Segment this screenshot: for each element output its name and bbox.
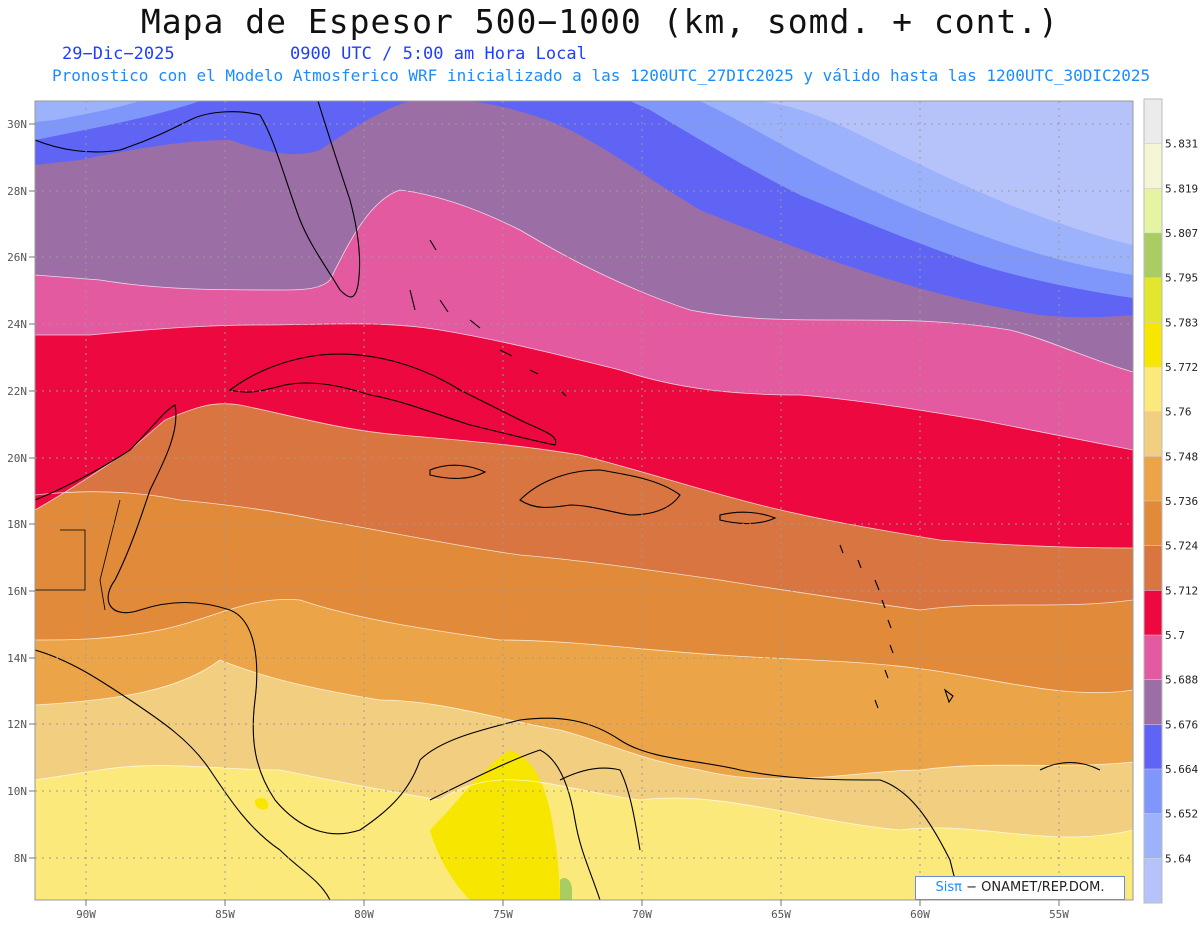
colorbar: 5.831 5.819 5.807 5.795 5.783 5.772 5.76 5.748 5… — [1143, 98, 1198, 904]
colorbar-swatch — [1144, 367, 1162, 413]
lon-labels: 90W 85W 80W 75W 70W 65W 60W 55W — [76, 908, 1069, 921]
lat-label: 16N — [7, 585, 27, 598]
thickness-field — [35, 101, 1133, 900]
colorbar-label: 5.7 — [1165, 629, 1185, 642]
lat-label: 22N — [7, 385, 27, 398]
colorbar-label: 5.807 — [1165, 227, 1198, 240]
colorbar-label: 5.76 — [1165, 406, 1192, 419]
lat-label: 30N — [7, 118, 27, 131]
map-frame — [34, 100, 1134, 901]
lat-labels: 30N 28N 26N 24N 22N 20N 18N 16N 14N 12N … — [7, 118, 27, 865]
colorbar-swatch — [1144, 813, 1162, 859]
colorbar-label: 5.819 — [1165, 182, 1198, 195]
colorbar-label: 5.736 — [1165, 495, 1198, 508]
lon-label: 65W — [771, 908, 791, 921]
lon-label: 70W — [632, 908, 652, 921]
sis-logo-text: Sisπ — [935, 880, 962, 895]
colorbar-swatch — [1144, 277, 1162, 323]
forecast-time: 0900 UTC / 5:00 am Hora Local — [290, 44, 587, 64]
colorbar-swatch — [1144, 858, 1162, 904]
colorbar-swatch — [1144, 188, 1162, 234]
lat-label: 8N — [14, 852, 27, 865]
colorbar-swatch — [1144, 456, 1162, 502]
colorbar-swatch — [1144, 411, 1162, 457]
colorbar-label: 5.831 — [1165, 138, 1198, 151]
graticule — [35, 101, 1133, 900]
colorbar-label: 5.664 — [1165, 763, 1198, 776]
lat-label: 24N — [7, 318, 27, 331]
colorbar-swatch — [1144, 769, 1162, 815]
colorbar-label: 5.652 — [1165, 808, 1198, 821]
colorbar-swatch — [1144, 322, 1162, 368]
lon-label: 90W — [76, 908, 96, 921]
lon-ticks — [85, 900, 1060, 906]
credit-text: − ONAMET/REP.DOM. — [961, 880, 1105, 895]
lat-label: 20N — [7, 452, 27, 465]
map-title: Mapa de Espesor 500−1000 (km, somd. + co… — [140, 2, 1060, 41]
colorbar-label: 5.712 — [1165, 584, 1198, 597]
colorbar-swatch — [1144, 143, 1162, 189]
lat-label: 12N — [7, 718, 27, 731]
lat-label: 28N — [7, 185, 27, 198]
colorbar-label: 5.772 — [1165, 361, 1198, 374]
colorbar-label: 5.724 — [1165, 540, 1198, 553]
colorbar-label: 5.795 — [1165, 272, 1198, 285]
colorbar-swatch — [1144, 501, 1162, 547]
colorbar-swatch — [1144, 724, 1162, 770]
lat-ticks — [29, 123, 35, 859]
colorbar-swatch — [1144, 99, 1162, 145]
colorbar-swatch — [1144, 635, 1162, 681]
lon-label: 75W — [493, 908, 513, 921]
lat-label: 18N — [7, 518, 27, 531]
colorbar-swatch — [1144, 590, 1162, 636]
lon-label: 60W — [910, 908, 930, 921]
lat-label: 14N — [7, 652, 27, 665]
colorbar-label: 5.64 — [1165, 852, 1192, 865]
credit-box: Sisπ − ONAMET/REP.DOM. — [915, 876, 1125, 900]
colorbar-label: 5.676 — [1165, 718, 1198, 731]
lon-label: 80W — [354, 908, 374, 921]
colorbar-label: 5.748 — [1165, 450, 1198, 463]
lat-label: 26N — [7, 251, 27, 264]
lon-label: 55W — [1049, 908, 1069, 921]
lat-label: 10N — [7, 785, 27, 798]
colorbar-label: 5.783 — [1165, 316, 1198, 329]
lon-label: 85W — [215, 908, 235, 921]
colorbar-swatch — [1144, 679, 1162, 725]
colorbar-swatch — [1144, 233, 1162, 279]
colorbar-label: 5.688 — [1165, 674, 1198, 687]
coastlines — [35, 101, 1101, 900]
forecast-description: Pronostico con el Modelo Atmosferico WRF… — [52, 66, 1151, 85]
colorbar-swatch — [1144, 545, 1162, 591]
forecast-date: 29−Dic−2025 — [62, 44, 175, 64]
